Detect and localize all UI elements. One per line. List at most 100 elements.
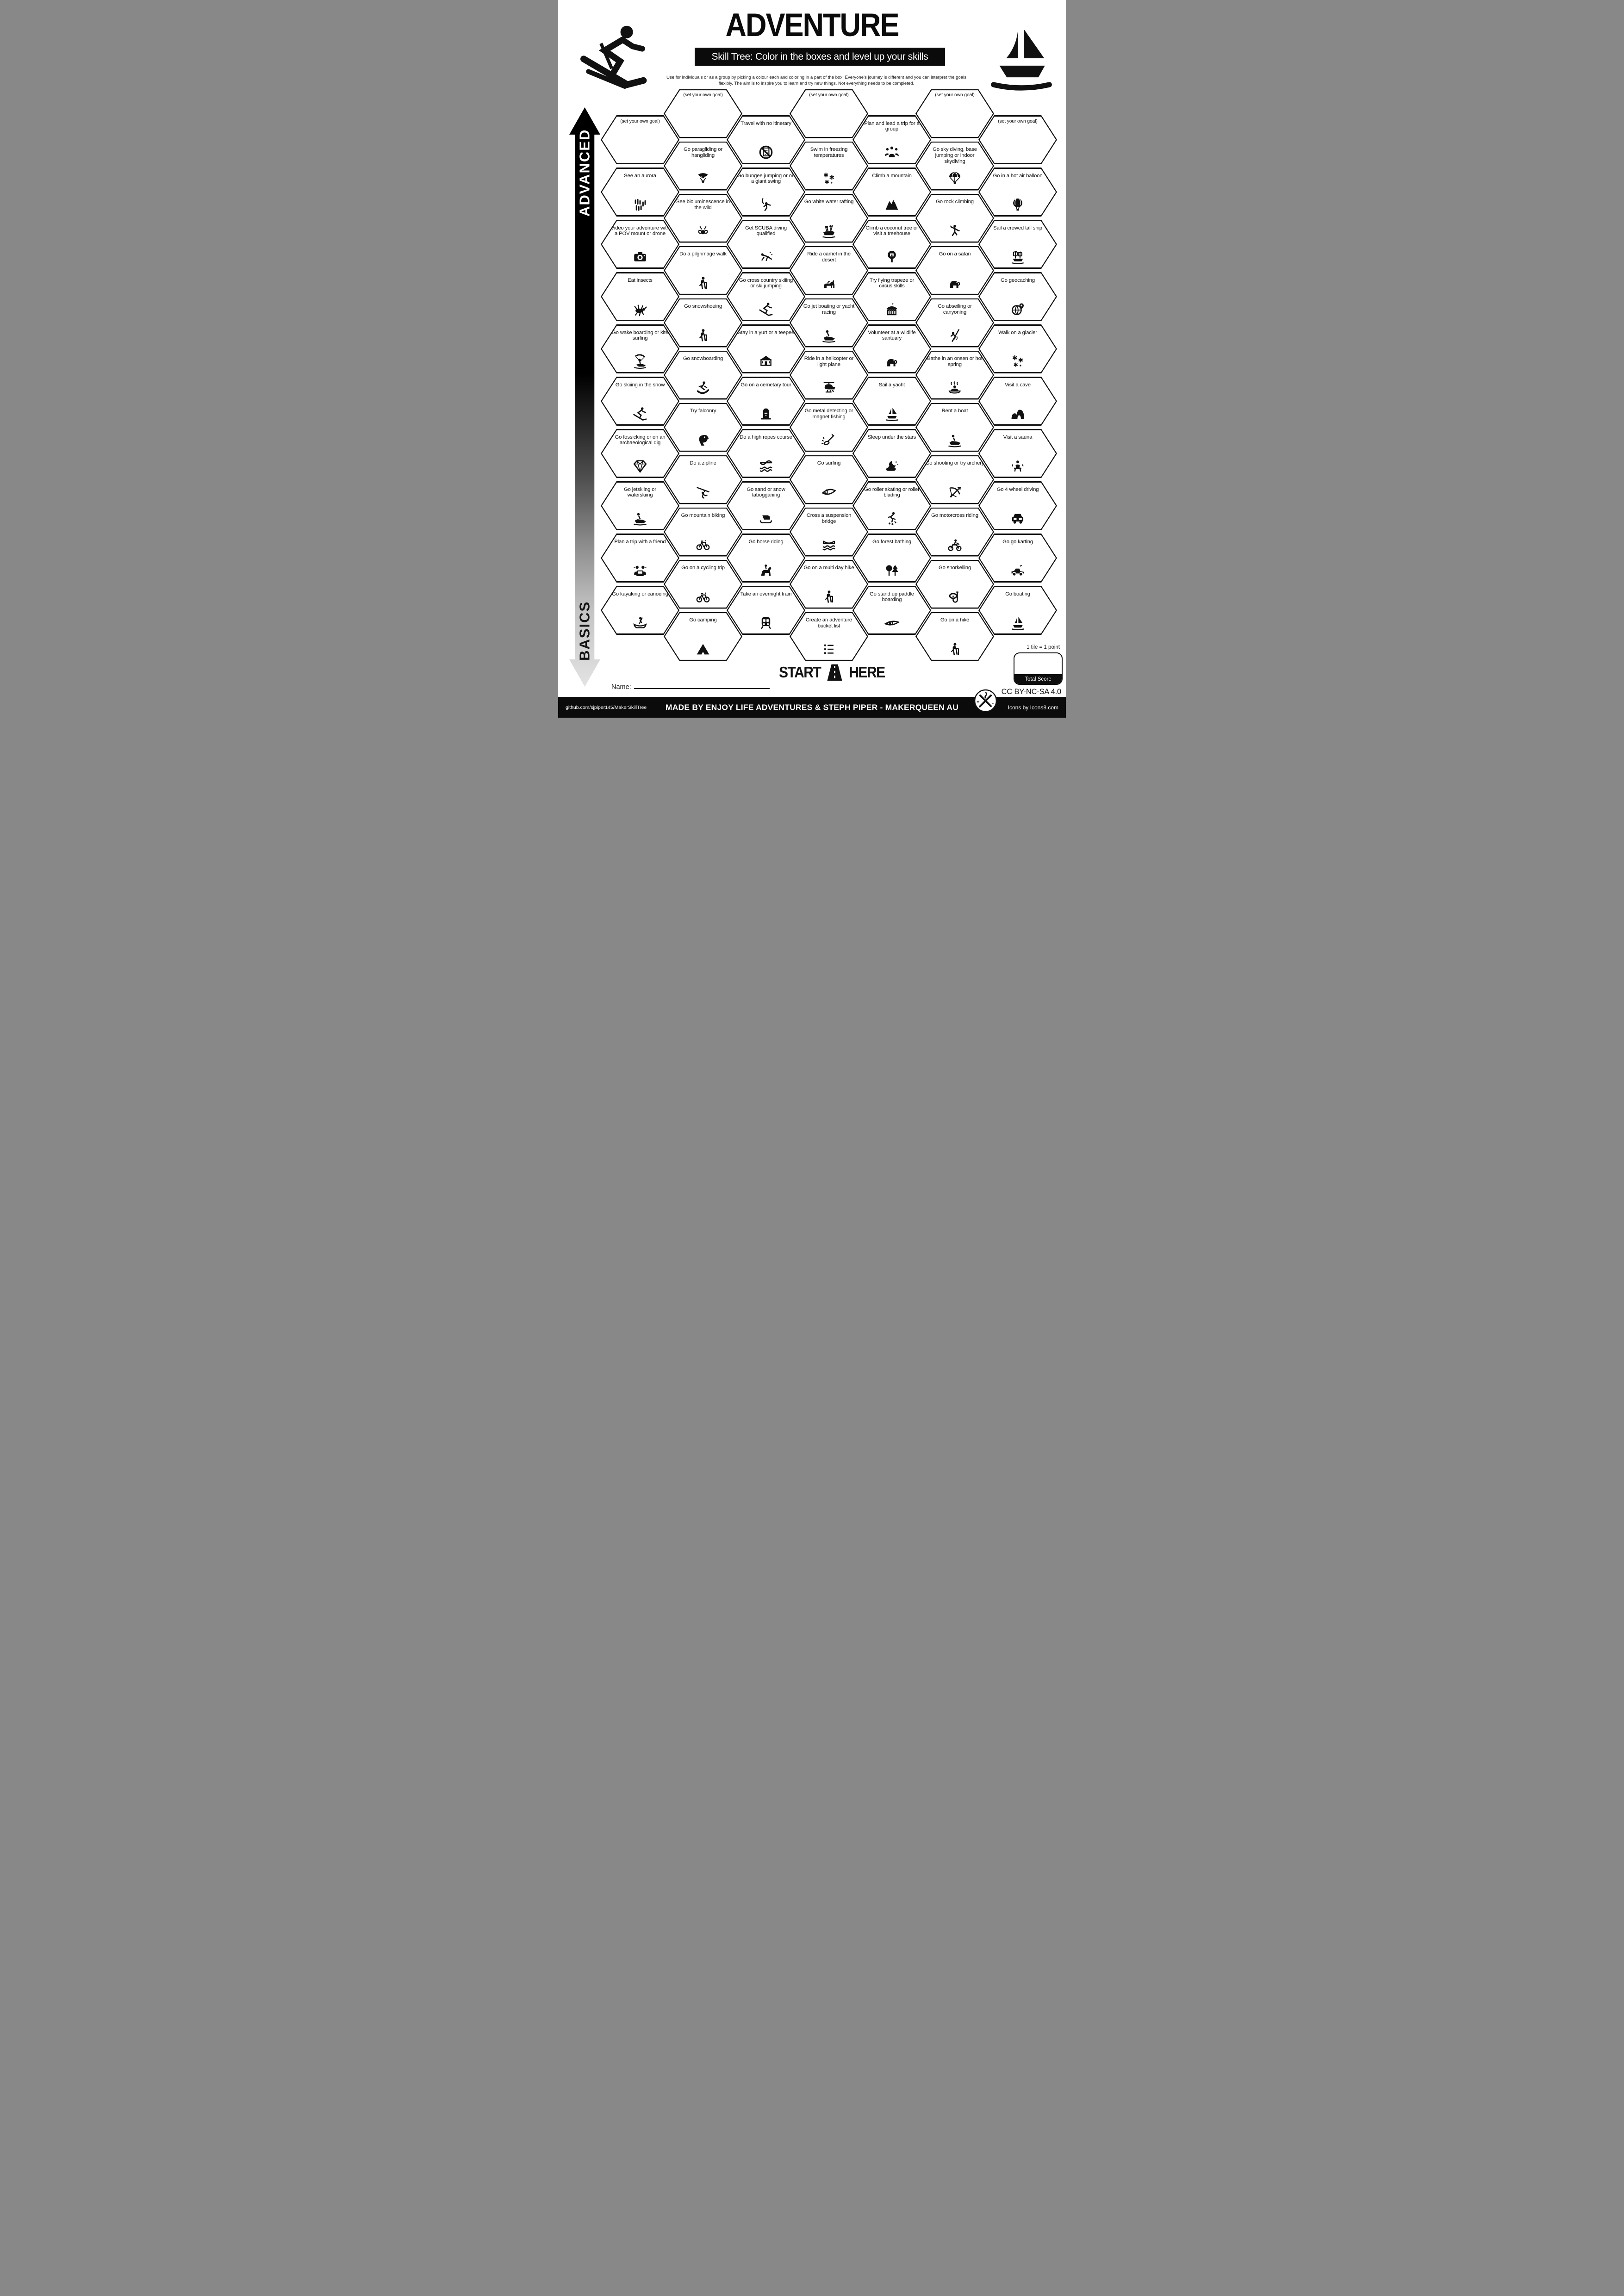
hex-tile-label: (set your own goal) — [998, 118, 1038, 124]
hex-tile[interactable]: See an aurora — [601, 168, 679, 217]
hex-tile[interactable]: Climb a coconut tree or visit a treehous… — [852, 220, 931, 269]
hex-tile[interactable]: Go on a hike — [915, 612, 994, 661]
hex-tile[interactable]: Take an overnight train — [727, 586, 805, 635]
hex-tile[interactable]: Go roller skating or roller blading — [852, 481, 931, 530]
hex-tile[interactable]: Go 4 wheel driving — [978, 481, 1057, 530]
hex-tile[interactable]: Sail a crewed tall ship — [978, 220, 1057, 269]
hex-tile[interactable]: Plan and lead a trip for a group — [852, 115, 931, 164]
hex-tile[interactable]: Go abseiling or canyoning — [915, 298, 994, 348]
hex-tile[interactable]: Visit a cave — [978, 377, 1057, 426]
hex-tile[interactable]: Video your adventure with a POV mount or… — [601, 220, 679, 269]
hex-tile[interactable]: Go go karting — [978, 534, 1057, 583]
hex-tile[interactable]: Go cross country skiiing or ski jumping — [727, 272, 805, 321]
hex-tile[interactable]: (set your own goal) — [664, 89, 742, 138]
hex-tile[interactable]: Go wake boarding or kite surfing — [601, 324, 679, 373]
bungee-jumper-icon — [758, 197, 774, 212]
footer-icons8-credit[interactable]: Icons by Icons8.com — [1008, 704, 1058, 711]
hex-tile[interactable]: Go camping — [664, 612, 742, 661]
hex-tile[interactable]: Go on a cycling trip — [664, 559, 742, 609]
hex-tile[interactable]: Climb a mountain — [852, 168, 931, 217]
hex-tile[interactable]: Go shooting or try archery — [915, 455, 994, 504]
hex-tile[interactable]: Get SCUBA diving qualified — [727, 220, 805, 269]
hex-tile[interactable]: Sail a yacht — [852, 377, 931, 426]
hex-tile[interactable]: Go surfing — [790, 455, 868, 504]
hex-tile[interactable]: Go snowboarding — [664, 350, 742, 400]
score-write-area[interactable] — [1014, 653, 1062, 674]
night-sky-icon — [884, 458, 900, 474]
hex-tile[interactable]: Go horse riding — [727, 534, 805, 583]
footer-github-url[interactable]: github.com/sjpiper145/MakerSkillTree — [566, 704, 647, 710]
hex-tile[interactable]: Go snowshoeing — [664, 298, 742, 348]
hex-tile-label: Volunteer at a wildlife santuary — [868, 329, 916, 341]
yurt-icon — [758, 354, 774, 369]
hex-tile[interactable]: Do a zipline — [664, 455, 742, 504]
hex-tile[interactable]: Rent a boat — [915, 403, 994, 452]
hex-tile[interactable]: Go jetskiing or waterskiing — [601, 481, 679, 530]
hex-tile[interactable]: (set your own goal) — [978, 115, 1057, 164]
hex-tile[interactable]: Stay in a yurt or a teepee — [727, 324, 805, 373]
hex-tile[interactable]: Do a high ropes course — [727, 429, 805, 478]
hex-tile[interactable]: Go rock climbing — [915, 193, 994, 243]
hex-tile[interactable]: (set your own goal) — [915, 89, 994, 138]
cave-icon — [1010, 406, 1026, 422]
hex-tile[interactable]: Go on a safari — [915, 246, 994, 295]
hex-tile[interactable]: Eat insects — [601, 272, 679, 321]
people-group-icon — [884, 144, 900, 160]
hex-tile[interactable]: Try falconry — [664, 403, 742, 452]
abseiler-icon — [947, 328, 963, 343]
hex-tile[interactable]: Go kayaking or canoeing — [601, 586, 679, 635]
hex-tile[interactable]: Travel with no itinerary — [727, 115, 805, 164]
hex-tile[interactable]: Cross a suspension bridge — [790, 507, 868, 557]
hex-tile[interactable]: Bathe in an onsen or hot spring — [915, 350, 994, 400]
hex-tile[interactable]: Volunteer at a wildlife santuary — [852, 324, 931, 373]
hex-tile-label: Plan and lead a trip for a group — [864, 120, 920, 132]
metal-detector-icon — [821, 432, 837, 448]
hex-tile[interactable]: Go fossicking or on an archaeological di… — [601, 429, 679, 478]
hex-tile[interactable]: Go bungee jumping or on a giant swing — [727, 168, 805, 217]
hex-tile[interactable]: Go sky diving, base jumping or indoor sk… — [915, 141, 994, 191]
hex-tile[interactable]: Do a pilgrimage walk — [664, 246, 742, 295]
hex-tile[interactable]: Go skiiing in the snow — [601, 377, 679, 426]
firefly-icon — [695, 223, 711, 239]
hex-tile-label: Go cross country skiiing or ski jumping — [739, 277, 793, 289]
hex-tile[interactable]: Go forest bathing — [852, 534, 931, 583]
hex-tile[interactable]: Plan a trip with a friend — [601, 534, 679, 583]
hex-tile-label: Visit a cave — [1005, 382, 1031, 388]
four-wheel-drive-icon — [1010, 510, 1026, 526]
total-score-label: Total Score — [1025, 676, 1052, 682]
aurora-icon — [632, 197, 648, 212]
hex-tile[interactable]: Go white water rafting — [790, 193, 868, 243]
hex-tile[interactable]: Go boating — [978, 586, 1057, 635]
hex-tile[interactable]: (set your own goal) — [790, 89, 868, 138]
hex-tile[interactable]: Go jet boating or yacht racing — [790, 298, 868, 348]
sailboat-icon — [884, 406, 900, 422]
hex-tile[interactable]: Sleep under the stars — [852, 429, 931, 478]
hex-tile[interactable]: Swim in freezing temperatures — [790, 141, 868, 191]
hex-tile-label: Go stand up paddle boarding — [870, 591, 914, 603]
hex-tile[interactable]: Try flying trapeze or circus skills — [852, 272, 931, 321]
hex-tile[interactable]: Ride a camel in the desert — [790, 246, 868, 295]
hex-tile[interactable]: Go paragliding or hangliding — [664, 141, 742, 191]
hex-tile[interactable]: Create an adventure bucket list — [790, 612, 868, 661]
hex-tile[interactable]: Go sand or snow tabogganing — [727, 481, 805, 530]
hex-tile[interactable]: See bioluminescence in the wild — [664, 193, 742, 243]
hex-tile[interactable]: Visit a sauna — [978, 429, 1057, 478]
hex-tile-label: Bathe in an onsen or hot spring — [927, 356, 983, 367]
hex-tile[interactable]: (set your own goal) — [601, 115, 679, 164]
hex-tile[interactable]: Go mountain biking — [664, 507, 742, 557]
hex-tile-label: (set your own goal) — [620, 118, 660, 124]
hex-tile[interactable]: Go geocaching — [978, 272, 1057, 321]
hex-tile-label: Go snowshoeing — [684, 304, 722, 310]
hex-tile[interactable]: Go motorcross riding — [915, 507, 994, 557]
hex-tile[interactable]: Ride in a helicopter or light plane — [790, 350, 868, 400]
hex-tile-label: Go jetskiing or waterskiing — [624, 486, 656, 498]
hex-tile[interactable]: Go on a cemetary tour — [727, 377, 805, 426]
hex-tile[interactable]: Walk on a glacier — [978, 324, 1057, 373]
hex-tile[interactable]: Go on a multi day hike — [790, 559, 868, 609]
hex-tile[interactable]: Go in a hot air balloon — [978, 168, 1057, 217]
name-input-line[interactable] — [634, 683, 770, 689]
hex-tile[interactable]: Go snorkelling — [915, 559, 994, 609]
hex-tile[interactable]: Go stand up paddle boarding — [852, 586, 931, 635]
hex-tile[interactable]: Go metal detecting or magnet fishing — [790, 403, 868, 452]
jetski-icon — [821, 328, 837, 343]
